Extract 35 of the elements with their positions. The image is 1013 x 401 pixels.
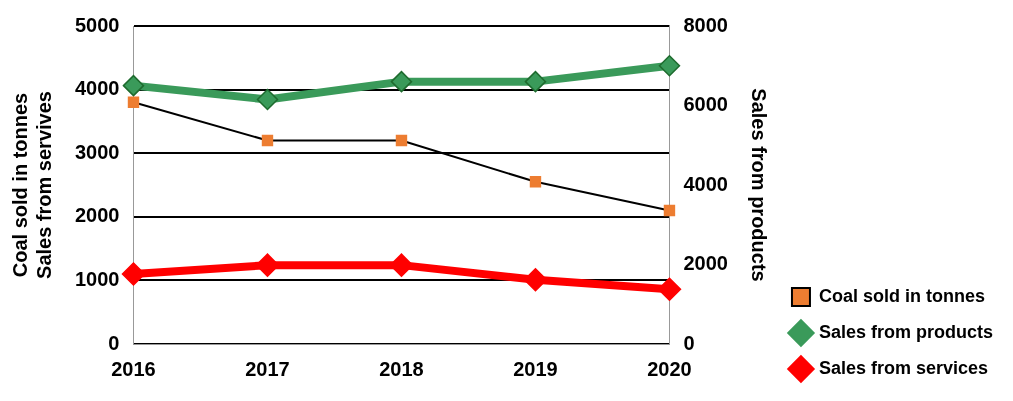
legend-label: Coal sold in tonnes [818, 285, 985, 306]
y-tick-label: 3000 [74, 140, 120, 163]
point [122, 74, 145, 97]
point [657, 277, 682, 302]
x-tick-label: 2018 [379, 357, 424, 380]
y2-tick-label: 0 [683, 331, 695, 354]
y2-tick-label: 6000 [683, 93, 728, 116]
y2-tick-label: 4000 [683, 172, 728, 195]
point [127, 96, 140, 109]
x-tick-label: 2016 [111, 357, 156, 380]
y-tick-label: 5000 [74, 13, 120, 36]
y-axis-title: Coal sold in tonnes Sales from servives [8, 91, 55, 279]
y2-tick-label: 8000 [683, 13, 728, 36]
y2-tick-label: 2000 [683, 252, 728, 275]
legend-label: Sales from services [818, 357, 989, 378]
point [529, 176, 542, 188]
point [261, 134, 274, 147]
y-tick-label: 1000 [74, 267, 120, 290]
point [121, 262, 146, 286]
point [389, 253, 414, 277]
y-tick-label: 0 [108, 331, 120, 354]
point [395, 134, 408, 147]
x-tick-label: 2020 [647, 357, 692, 380]
point [390, 70, 413, 93]
point [524, 70, 547, 93]
y2-axis-title: Sales from products [748, 88, 771, 282]
y-tick-label: 4000 [74, 77, 120, 100]
point [663, 204, 676, 217]
legend-label: Sales from products [818, 321, 994, 342]
x-tick-label: 2019 [513, 357, 558, 380]
y-tick-label: 2000 [74, 204, 120, 227]
point [256, 88, 279, 111]
x-tick-label: 2017 [245, 357, 290, 380]
point [523, 268, 548, 292]
point [658, 55, 681, 77]
